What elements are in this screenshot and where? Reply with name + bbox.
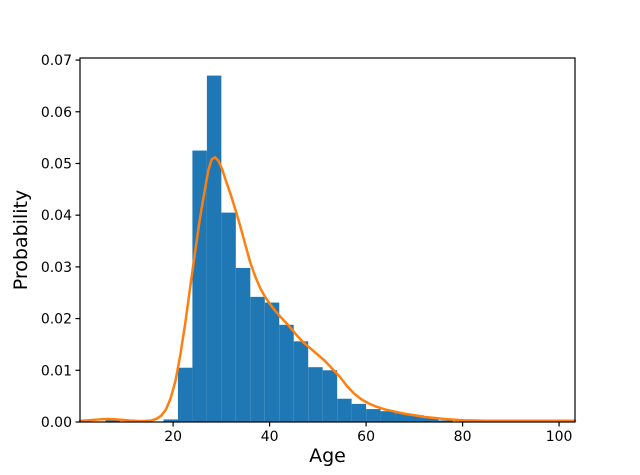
y-tick-label: 0.06 — [41, 105, 72, 121]
y-tick-label: 0.00 — [41, 415, 72, 431]
x-tick-label: 100 — [546, 429, 573, 445]
histogram-bar — [163, 419, 178, 422]
histogram-bar — [337, 398, 352, 422]
histogram-bar — [235, 267, 251, 422]
y-tick-label: 0.05 — [41, 156, 72, 172]
histogram-bar — [409, 415, 424, 422]
y-tick-label: 0.07 — [41, 53, 72, 69]
histogram-bars — [105, 75, 453, 423]
histogram-bar — [293, 341, 309, 422]
histogram-bar — [438, 420, 453, 422]
axes-spines — [79, 57, 576, 423]
histogram-bar — [322, 370, 338, 422]
x-tick-label: 40 — [261, 429, 279, 445]
histogram-bar — [395, 413, 410, 422]
y-axis-ticks: 0.00 0.01 0.02 0.03 0.04 0.05 0.06 0.07 — [41, 53, 80, 431]
histogram-bar — [264, 302, 280, 422]
histogram-bar — [308, 367, 323, 422]
x-tick-label: 60 — [357, 429, 375, 445]
y-tick-label: 0.01 — [41, 363, 72, 379]
histogram-bar — [192, 150, 207, 423]
y-tick-label: 0.04 — [41, 208, 72, 224]
x-axis-ticks: 20 40 60 80 100 — [164, 422, 572, 445]
x-tick-label: 20 — [164, 429, 182, 445]
histogram-bar — [177, 367, 193, 422]
histogram-bar — [206, 75, 222, 422]
histogram-bar — [351, 403, 367, 422]
histogram-bar — [105, 419, 121, 422]
histogram-bar — [380, 411, 396, 422]
y-axis-label: Probability — [10, 190, 32, 290]
kde-curve — [78, 156, 577, 423]
y-tick-label: 0.03 — [41, 260, 72, 276]
y-tick-label: 0.02 — [41, 312, 72, 328]
x-axis-label: Age — [309, 445, 346, 467]
histogram-bar — [221, 212, 236, 422]
histogram-bar — [279, 324, 294, 422]
histogram-bar — [366, 409, 381, 422]
x-tick-label: 80 — [454, 429, 472, 445]
histogram-bar — [423, 417, 439, 422]
histogram-bar — [250, 296, 265, 423]
